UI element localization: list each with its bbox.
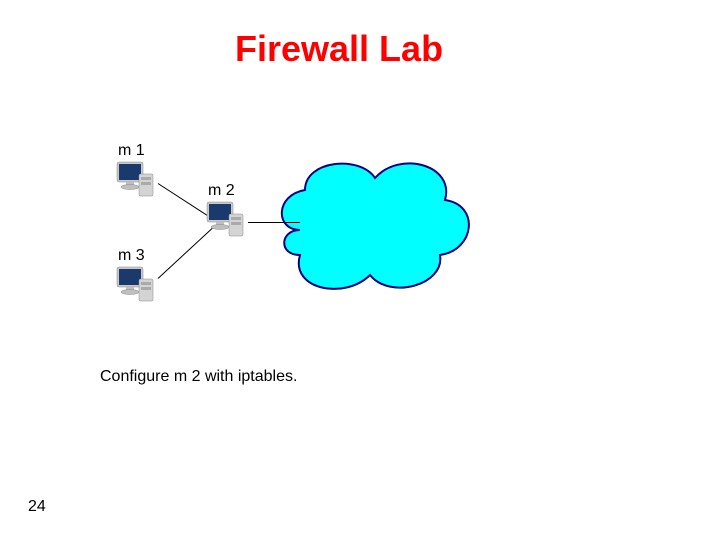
m2-label: m 2 [208,182,235,200]
m1-label: m 1 [118,142,145,160]
slide: { "title": { "text": "Firewall Lab", "x"… [0,0,720,540]
caption-text: Configure m 2 with iptables. [100,368,297,386]
m2-computer-icon [205,200,245,238]
page-number: 24 [28,498,46,516]
m3-computer-icon [115,265,155,303]
internet-cloud [270,150,480,300]
m3-label: m 3 [118,247,145,265]
m1-computer-icon [115,160,155,198]
slide-title: Firewall Lab [235,28,443,70]
cloud-shape [282,163,469,288]
edge-m2-cloud [248,222,300,223]
